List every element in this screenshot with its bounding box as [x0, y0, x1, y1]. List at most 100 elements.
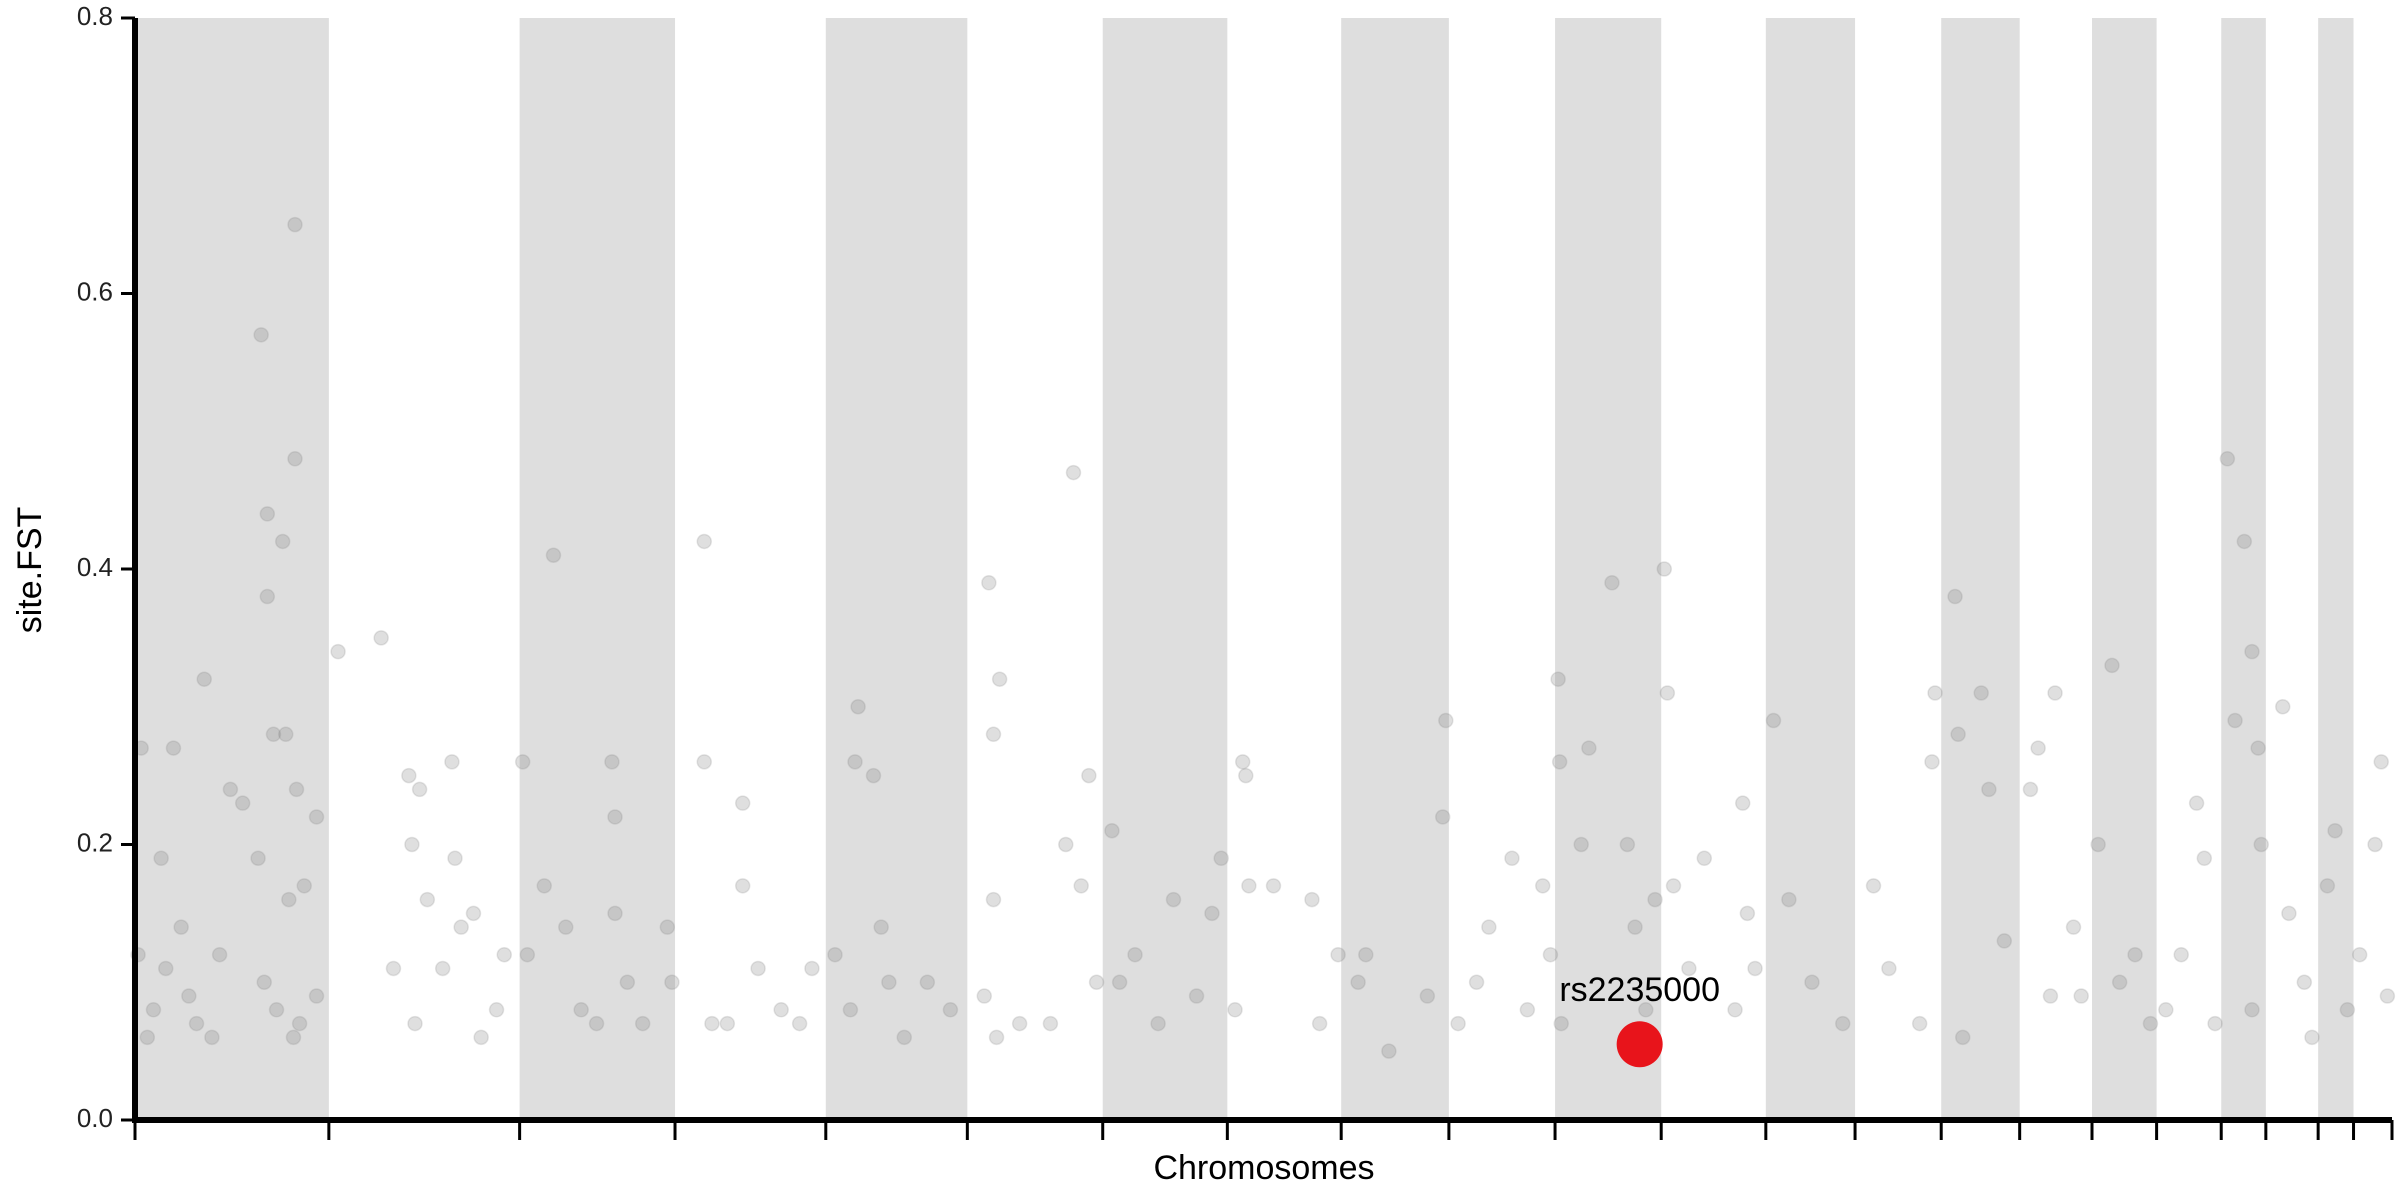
y-tick-label: 0.8: [77, 1, 113, 31]
point: [519, 946, 536, 963]
point: [2304, 1029, 2320, 1046]
point: [2022, 781, 2039, 798]
point: [514, 754, 531, 770]
chromosome-band: [1102, 18, 1228, 1120]
point: [1950, 726, 1966, 743]
point: [1747, 960, 1763, 977]
chromosome-band: [1341, 18, 1449, 1120]
point: [401, 767, 417, 784]
point: [1804, 974, 1820, 990]
point: [1534, 878, 1551, 894]
point: [1358, 946, 1374, 963]
point: [278, 726, 294, 743]
point: [1727, 1002, 1743, 1018]
point: [1553, 1015, 1569, 1032]
point: [488, 1002, 505, 1018]
point: [2296, 974, 2313, 990]
point: [1241, 878, 1257, 894]
point: [536, 878, 552, 894]
point: [2173, 946, 2189, 963]
point: [165, 740, 182, 756]
point: [1865, 878, 1882, 894]
point: [1330, 946, 1346, 963]
point: [850, 699, 866, 715]
point: [558, 919, 574, 935]
highlight-label: rs2235000: [1559, 971, 1720, 1009]
point: [1504, 850, 1520, 867]
point: [2319, 878, 2336, 894]
point: [1627, 919, 1643, 935]
point: [1104, 822, 1120, 839]
point: [1573, 836, 1589, 853]
point: [773, 1002, 789, 1018]
point: [704, 1015, 720, 1032]
point: [2065, 919, 2082, 935]
point: [2281, 905, 2297, 922]
point: [287, 451, 303, 467]
chromosome-band: [825, 18, 968, 1120]
point: [1350, 974, 1366, 990]
point: [1604, 575, 1620, 591]
point: [2073, 988, 2089, 1004]
point: [2244, 643, 2260, 660]
point: [847, 754, 863, 770]
point: [1911, 1015, 1928, 1032]
point: [1434, 809, 1451, 825]
point: [1638, 1002, 1654, 1018]
point: [976, 988, 993, 1004]
point: [1438, 712, 1454, 729]
point: [274, 533, 291, 550]
point: [734, 795, 751, 811]
point: [634, 1015, 651, 1032]
point: [285, 1029, 302, 1046]
point: [250, 850, 266, 867]
point: [173, 919, 189, 935]
point: [296, 878, 312, 894]
point: [444, 754, 460, 770]
y-axis-label: site.FST: [11, 507, 49, 634]
point: [158, 960, 174, 977]
point: [1481, 919, 1497, 935]
chromosome-band: [2221, 18, 2266, 1120]
y-tick-label: 0.4: [77, 552, 113, 582]
point: [2275, 699, 2291, 715]
point: [1550, 671, 1566, 687]
point: [2227, 712, 2243, 729]
point: [2196, 850, 2213, 867]
point: [1042, 1015, 1059, 1032]
y-tick-label: 0.0: [77, 1103, 113, 1133]
point: [1519, 1002, 1536, 1018]
point: [1058, 836, 1074, 853]
point: [196, 671, 212, 687]
chromosome-band: [1555, 18, 1662, 1120]
point: [2373, 754, 2389, 770]
point: [619, 974, 636, 990]
point: [1188, 988, 1205, 1004]
point: [447, 850, 463, 867]
point: [1111, 974, 1128, 990]
point: [2236, 533, 2253, 550]
point: [1835, 1015, 1851, 1032]
point: [1647, 891, 1663, 908]
point: [1311, 1015, 1328, 1032]
point: [1656, 561, 1673, 577]
point: [1150, 1015, 1166, 1032]
point: [1381, 1043, 1397, 1059]
point: [2367, 836, 2383, 853]
point: [1947, 588, 1963, 605]
point: [2351, 946, 2368, 963]
point: [896, 1029, 913, 1046]
point: [988, 1029, 1005, 1046]
point: [181, 988, 197, 1004]
point: [881, 974, 897, 990]
x-axis-label: Chromosomes: [1153, 1149, 1374, 1187]
point: [265, 726, 282, 743]
point: [1304, 891, 1320, 908]
point: [268, 1002, 285, 1018]
point: [696, 754, 713, 770]
point: [145, 1002, 162, 1018]
point: [1081, 767, 1097, 784]
chromosome-band: [2318, 18, 2354, 1120]
point: [434, 960, 451, 977]
point: [287, 216, 303, 233]
